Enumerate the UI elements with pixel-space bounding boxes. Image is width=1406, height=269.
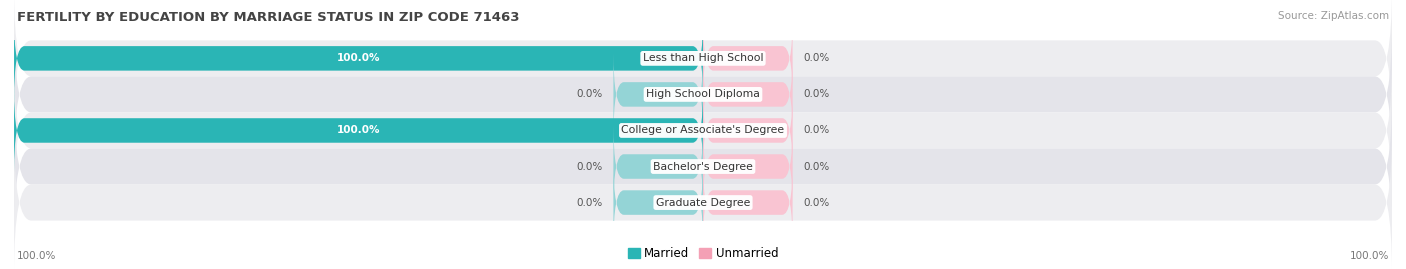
FancyBboxPatch shape	[14, 89, 703, 172]
FancyBboxPatch shape	[703, 125, 793, 208]
Text: FERTILITY BY EDUCATION BY MARRIAGE STATUS IN ZIP CODE 71463: FERTILITY BY EDUCATION BY MARRIAGE STATU…	[17, 11, 519, 24]
Text: Less than High School: Less than High School	[643, 53, 763, 63]
Text: High School Diploma: High School Diploma	[647, 89, 759, 100]
FancyBboxPatch shape	[14, 17, 703, 100]
Text: 0.0%: 0.0%	[576, 89, 603, 100]
FancyBboxPatch shape	[613, 125, 703, 208]
Text: College or Associate's Degree: College or Associate's Degree	[621, 125, 785, 136]
Text: 0.0%: 0.0%	[803, 197, 830, 208]
FancyBboxPatch shape	[14, 0, 1392, 130]
FancyBboxPatch shape	[14, 130, 1392, 269]
FancyBboxPatch shape	[703, 17, 793, 100]
Text: 0.0%: 0.0%	[803, 161, 830, 172]
Text: 0.0%: 0.0%	[576, 161, 603, 172]
Text: Source: ZipAtlas.com: Source: ZipAtlas.com	[1278, 11, 1389, 21]
Text: 0.0%: 0.0%	[803, 53, 830, 63]
FancyBboxPatch shape	[703, 89, 793, 172]
FancyBboxPatch shape	[703, 53, 793, 136]
FancyBboxPatch shape	[14, 94, 1392, 239]
FancyBboxPatch shape	[613, 53, 703, 136]
FancyBboxPatch shape	[703, 161, 793, 244]
FancyBboxPatch shape	[613, 161, 703, 244]
Text: Bachelor's Degree: Bachelor's Degree	[652, 161, 754, 172]
Text: 0.0%: 0.0%	[803, 89, 830, 100]
Text: 100.0%: 100.0%	[337, 125, 380, 136]
Text: 0.0%: 0.0%	[803, 125, 830, 136]
FancyBboxPatch shape	[14, 22, 1392, 167]
Text: 100.0%: 100.0%	[17, 251, 56, 261]
Text: 100.0%: 100.0%	[337, 53, 380, 63]
FancyBboxPatch shape	[14, 58, 1392, 203]
Text: Graduate Degree: Graduate Degree	[655, 197, 751, 208]
Legend: Married, Unmarried: Married, Unmarried	[623, 243, 783, 265]
Text: 100.0%: 100.0%	[1350, 251, 1389, 261]
Text: 0.0%: 0.0%	[576, 197, 603, 208]
